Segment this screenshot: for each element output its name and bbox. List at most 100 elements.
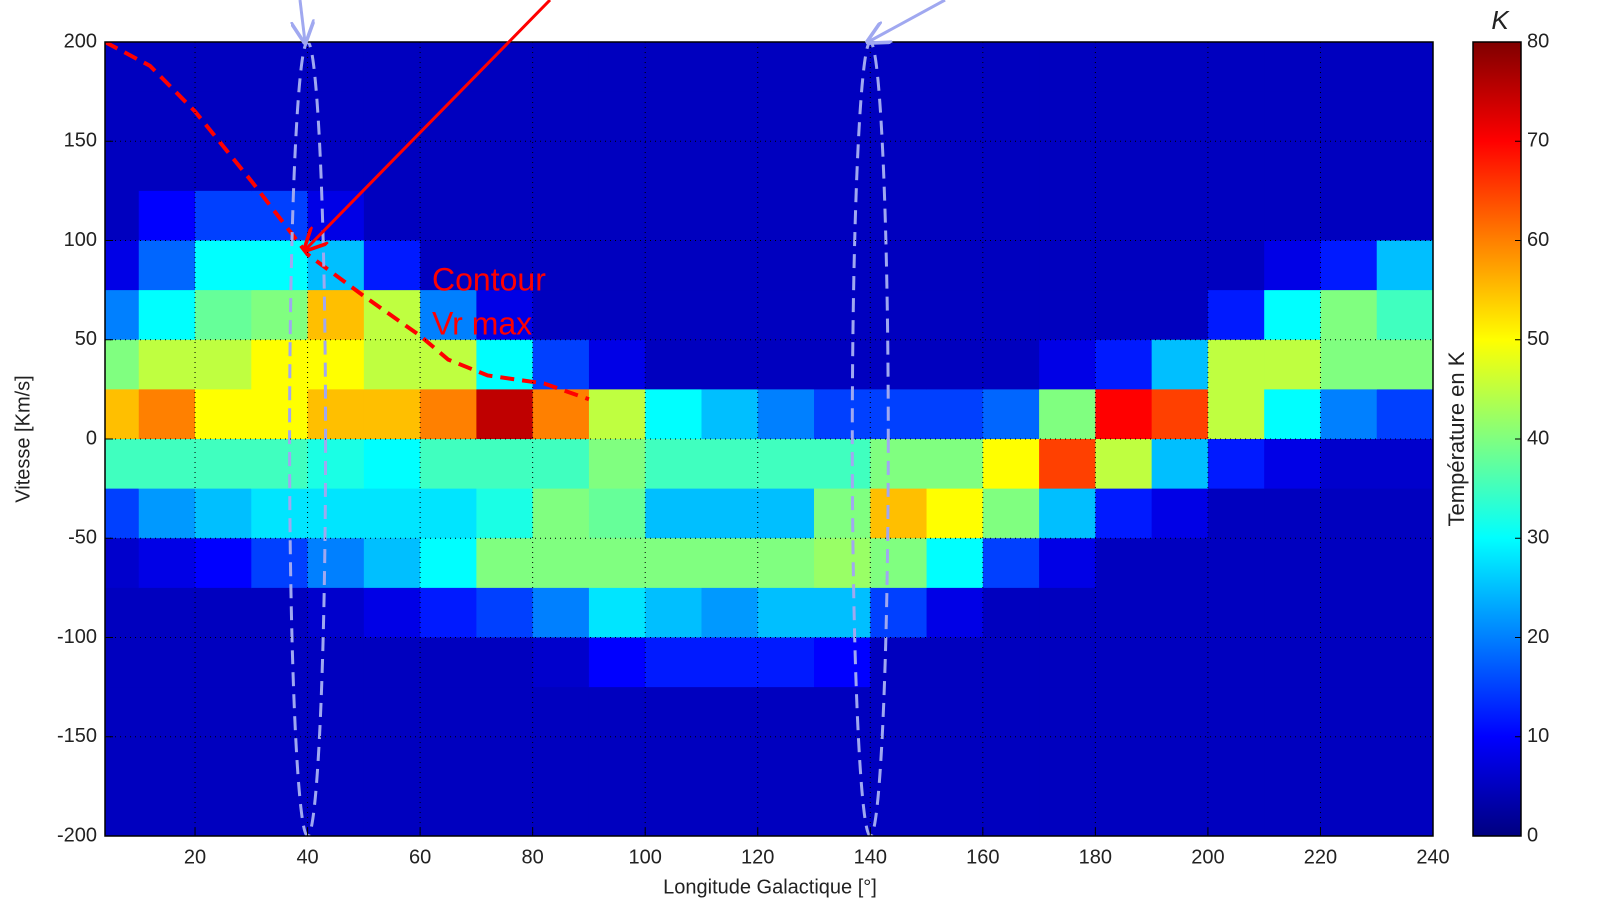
cell: [195, 190, 252, 242]
cell: [105, 587, 140, 639]
cell: [1095, 240, 1153, 291]
arrow: [300, 0, 305, 42]
cell: [195, 290, 252, 341]
cell: [105, 736, 140, 787]
cell: [363, 687, 421, 738]
cell: [195, 637, 252, 688]
cell: [251, 240, 309, 291]
cell: [420, 687, 477, 738]
x-tick-label: 40: [296, 846, 318, 868]
cell: [1095, 786, 1153, 836]
x-tick-label: 20: [184, 846, 206, 868]
cell: [105, 240, 140, 291]
cell: [420, 786, 477, 836]
cell: [757, 290, 815, 341]
cell: [757, 538, 815, 589]
cell: [195, 339, 252, 390]
cell: [1264, 42, 1322, 93]
cell: [307, 587, 365, 639]
cell: [701, 637, 759, 688]
cell: [588, 587, 646, 639]
cell: [757, 786, 815, 836]
cell: [1264, 339, 1322, 390]
cell: [195, 389, 252, 440]
cell: [363, 389, 421, 440]
cell: [532, 587, 590, 639]
cell: [1376, 736, 1433, 787]
cell: [645, 42, 703, 93]
cell: [1207, 687, 1265, 738]
colorbar-tick-label: 70: [1527, 130, 1549, 152]
cell: [982, 141, 1040, 192]
cell: [307, 389, 365, 440]
cell: [1376, 637, 1433, 688]
cell: [1151, 538, 1209, 589]
cell: [105, 687, 140, 738]
cell: [814, 290, 871, 341]
cell: [1376, 339, 1433, 390]
cell: [195, 240, 252, 291]
cell: [420, 439, 477, 490]
cell: [532, 538, 590, 589]
cell: [645, 290, 703, 341]
cell: [1376, 538, 1433, 589]
cell: [982, 637, 1040, 688]
cell: [1095, 339, 1153, 390]
axes: 20 40 60 80 100 120 140 160 180 200 220 240-200-150…: [57, 30, 1549, 868]
cell: [982, 736, 1040, 787]
cell: [1320, 240, 1378, 291]
cell: [1151, 190, 1209, 242]
cell: [532, 488, 590, 539]
cell: [1376, 488, 1433, 539]
colorbar: [1472, 41, 1522, 837]
cell: [1039, 538, 1096, 589]
cell: [105, 538, 140, 589]
x-tick-label: 120: [741, 846, 774, 868]
cell: [476, 587, 534, 639]
cell: [1151, 339, 1209, 390]
colorbar-title: K: [1491, 5, 1510, 35]
cell: [1095, 736, 1153, 787]
cell: [307, 637, 365, 688]
cell: [701, 339, 759, 390]
cell: [870, 439, 928, 490]
cell: [1207, 488, 1265, 539]
cell: [1376, 687, 1433, 738]
cell: [1039, 141, 1096, 192]
x-tick-label: 140: [854, 846, 887, 868]
cell: [251, 290, 309, 341]
cell: [1376, 389, 1433, 440]
cell: [757, 42, 815, 93]
cell: [363, 439, 421, 490]
cell: [1207, 439, 1265, 490]
cell: [1151, 488, 1209, 539]
cell: [363, 240, 421, 291]
cell: [926, 339, 984, 390]
cell: [420, 389, 477, 440]
cell: [1039, 637, 1096, 688]
cell: [701, 290, 759, 341]
cell: [926, 141, 984, 192]
cell: [363, 42, 421, 93]
cell: [1151, 736, 1209, 787]
cell: [1039, 439, 1096, 490]
cell: [1207, 587, 1265, 639]
cell: [1039, 240, 1096, 291]
cell: [1207, 42, 1265, 93]
cell: [307, 488, 365, 539]
cell: [1320, 488, 1378, 539]
cell: [532, 339, 590, 390]
x-tick-label: 100: [629, 846, 662, 868]
cell: [588, 786, 646, 836]
cell: [307, 240, 365, 291]
cell: [420, 488, 477, 539]
cell: [251, 439, 309, 490]
cell: [1320, 389, 1378, 440]
cell: [757, 687, 815, 738]
y-tick-label: -150: [57, 725, 97, 747]
cell: [1320, 42, 1378, 93]
cell: [645, 91, 703, 142]
cell: [105, 389, 140, 440]
cell: [363, 637, 421, 688]
cell: [926, 736, 984, 787]
